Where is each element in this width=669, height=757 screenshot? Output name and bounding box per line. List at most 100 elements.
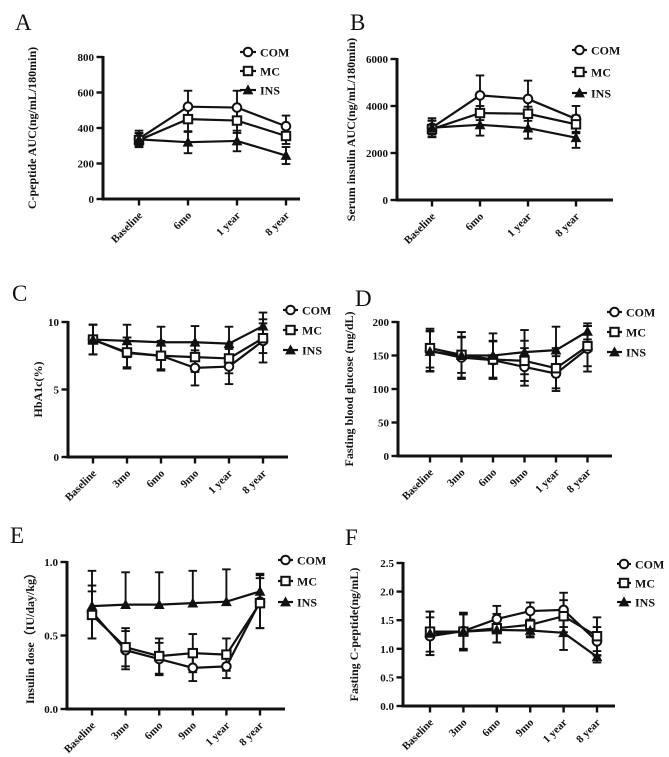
data-point-open-circle — [474, 90, 486, 101]
data-point-open-square — [120, 642, 131, 653]
data-point-filled-triangle — [519, 346, 530, 357]
legend: COM MC INS — [283, 304, 331, 358]
series-line-com — [138, 105, 287, 140]
x-tick-label: 8 year — [553, 211, 582, 240]
legend-label-mc: MC — [260, 65, 280, 79]
y-tick-label: 0.0 — [380, 701, 394, 713]
x-tick-label: 3mo — [110, 467, 133, 490]
data-point-open-circle — [182, 101, 194, 112]
legend-label-ins: INS — [302, 344, 322, 358]
series-line-ins — [138, 138, 287, 157]
markers — [424, 325, 593, 379]
x-tick-label: Baseline — [400, 467, 436, 503]
y-tick-label: 100 — [373, 384, 390, 396]
legend: COM MC INS — [278, 554, 326, 610]
legend-marker-square — [285, 324, 296, 336]
series-line-mc — [431, 111, 577, 131]
x-tick-label: 1 year — [541, 717, 570, 746]
series-line-ins — [92, 325, 264, 345]
y-axis-label: Serum insulin AUC(ng/mL/180min) — [344, 38, 358, 221]
markers — [133, 101, 292, 160]
series-line-com — [91, 601, 261, 669]
y-axis-label: Insulin dose（IU/day/kg） — [22, 567, 37, 704]
x-tick-label: 6mo — [480, 716, 503, 739]
legend-marker-circle — [618, 558, 630, 570]
series-line-com — [429, 347, 589, 375]
y-tick-label: 10 — [48, 317, 60, 329]
x-tick-label: 1 year — [206, 468, 235, 497]
data-point-open-square — [223, 353, 235, 364]
data-point-filled-triangle — [522, 122, 534, 133]
y-tick-label: 200 — [373, 317, 390, 329]
x-tick-label: Baseline — [62, 720, 98, 756]
data-point-open-square — [182, 113, 194, 125]
series-line-ins — [431, 123, 577, 139]
x-tick-label: 6mo — [144, 467, 167, 490]
legend-label-ins: INS — [591, 87, 611, 101]
panel-b: B Serum insulin AUC(ng/mL/180min) 0 2000 400… — [335, 0, 669, 250]
legend-label-ins: INS — [260, 84, 280, 98]
series-line-mc — [429, 345, 589, 370]
x-tick-label: Baseline — [63, 468, 99, 504]
data-point-filled-triangle — [280, 149, 292, 160]
y-tick-label: 2.5 — [380, 558, 394, 570]
chart-e: E Insulin dose（IU/day/kg） 0.0 0.5 1.0 Baselin… — [10, 523, 326, 756]
data-point-open-square — [522, 108, 534, 119]
legend-marker-triangle — [618, 596, 630, 607]
y-tick-label: 200 — [78, 159, 95, 171]
x-tick-label: 6mo — [143, 719, 166, 742]
x-tick-label: 8 year — [240, 468, 269, 497]
data-point-filled-triangle — [591, 651, 603, 662]
y-axis-label: C-peptide AUC(ng/mL/180min) — [25, 47, 39, 209]
markers — [426, 90, 582, 143]
data-point-filled-triangle — [474, 119, 486, 130]
legend-marker-square — [280, 575, 291, 587]
legend-label-com: COM — [635, 558, 664, 572]
series-line-mc — [92, 337, 264, 360]
data-point-filled-triangle — [424, 627, 436, 638]
data-point-filled-triangle — [487, 349, 499, 360]
panel-letter: A — [15, 10, 32, 35]
data-point-open-square — [189, 351, 201, 363]
series-ins — [134, 129, 291, 165]
panel-a: A C-peptide AUC(ng/mL/180min) 0 200 400 600 80… — [0, 0, 335, 250]
data-point-open-square — [231, 115, 243, 126]
series-line-ins — [429, 330, 589, 357]
legend-marker-triangle — [574, 87, 585, 98]
data-point-open-square — [550, 363, 562, 374]
data-point-filled-triangle — [424, 345, 436, 356]
panel-letter: C — [12, 281, 27, 306]
y-axis-label: HbA1c(%) — [31, 362, 45, 418]
data-point-filled-triangle — [121, 335, 133, 346]
axes: 0 2000 4000 6000 Baseline 6mo 1 year 8 year — [366, 54, 613, 247]
legend-marker-triangle — [242, 84, 254, 95]
legend-label-mc: MC — [591, 66, 611, 80]
series-mc — [425, 599, 602, 657]
y-tick-label: 0.5 — [380, 672, 394, 684]
x-tick-label: 3mo — [109, 719, 132, 742]
y-tick-label: 2000 — [366, 148, 389, 160]
y-tick-label: 6000 — [366, 54, 389, 66]
legend: COM MC INS — [607, 306, 655, 360]
legend-label-com: COM — [591, 44, 620, 58]
data-point-open-square — [154, 650, 165, 662]
chart-f: F Fasting C-peptide(ng/mL) 0.0 0.5 1.0 1.5 2.0… — [345, 525, 664, 753]
data-point-open-square — [558, 610, 569, 622]
x-tick-label: 1 year — [204, 720, 233, 749]
data-point-filled-triangle — [524, 624, 536, 635]
data-point-open-circle — [187, 662, 199, 674]
legend-label-mc: MC — [302, 324, 322, 338]
series-line-ins — [429, 628, 598, 658]
data-point-open-circle — [189, 362, 201, 374]
series-ins — [87, 568, 265, 608]
x-tick-label: 8 year — [237, 720, 266, 749]
markers — [87, 320, 269, 374]
panel-c: C HbA1c(%) 0 5 10 Baseline 3mo 6mo 9mo 1 year 8 ye… — [0, 250, 335, 510]
legend-label-mc: MC — [635, 577, 655, 591]
series-line-mc — [91, 602, 261, 658]
y-tick-label: 4000 — [366, 101, 389, 113]
data-point-filled-triangle — [570, 132, 582, 143]
x-tick-label: 1 year — [505, 211, 534, 240]
data-point-open-square — [257, 333, 269, 344]
